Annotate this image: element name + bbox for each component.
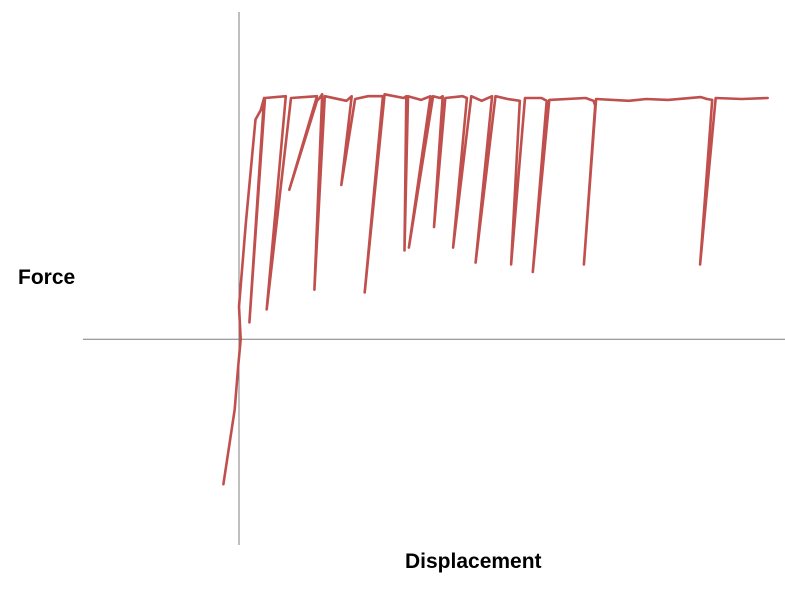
force-series-line xyxy=(222,93,769,486)
y-axis-title: Force xyxy=(18,266,76,289)
x-axis-title: Displacement xyxy=(405,550,542,573)
